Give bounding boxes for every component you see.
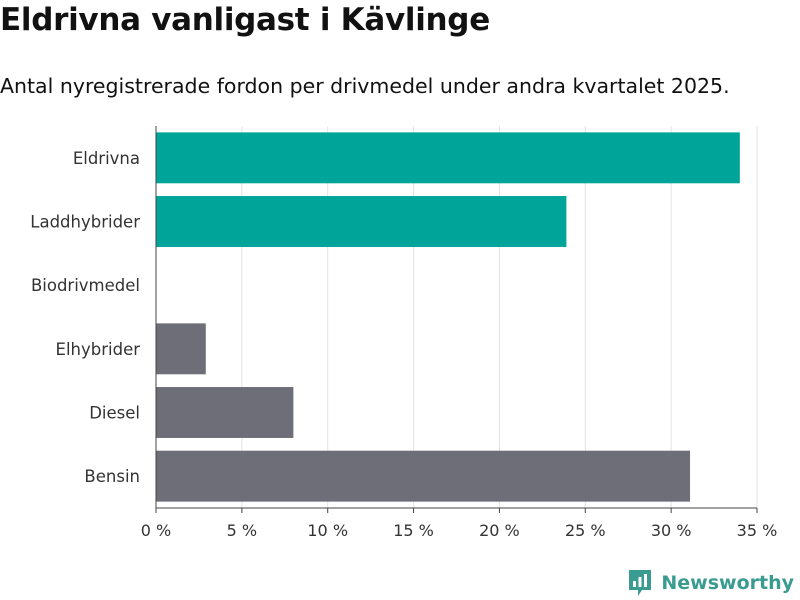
brand-name: Newsworthy <box>661 572 794 594</box>
x-tick-label: 0 % <box>141 521 171 540</box>
category-label: Eldrivna <box>73 149 140 168</box>
x-tick-label: 10 % <box>307 521 348 540</box>
category-label: Elhybrider <box>56 340 141 359</box>
x-tick-label: 5 % <box>227 521 257 540</box>
x-tick-label: 35 % <box>737 521 778 540</box>
chart-subtitle: Antal nyregistrerade fordon per drivmede… <box>0 74 730 98</box>
x-tick-label: 30 % <box>651 521 692 540</box>
x-tick-label: 15 % <box>393 521 434 540</box>
chart-title: Eldrivna vanligast i Kävlinge <box>0 2 490 38</box>
newsworthy-logo: Newsworthy <box>627 568 794 598</box>
bar <box>156 196 567 247</box>
x-tick-label: 25 % <box>565 521 606 540</box>
bar <box>156 132 740 184</box>
x-tick-label: 20 % <box>479 521 520 540</box>
category-label: Bensin <box>84 467 140 486</box>
bar <box>156 323 206 375</box>
bar <box>156 387 294 438</box>
category-label: Diesel <box>89 404 140 423</box>
category-label: Laddhybrider <box>30 213 140 232</box>
category-label: Biodrivmedel <box>31 276 140 295</box>
bar <box>156 450 691 502</box>
newsworthy-logo-icon <box>629 570 652 596</box>
